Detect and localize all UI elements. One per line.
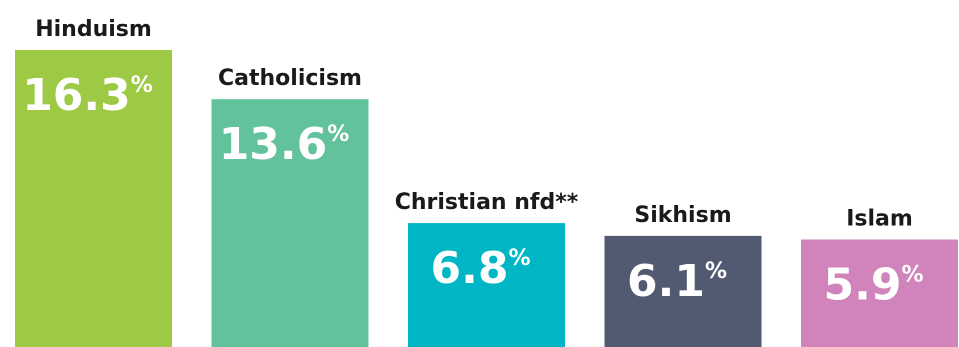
value-label-5: 5.9%: [824, 259, 924, 310]
category-label-3: Christian nfd**: [395, 190, 579, 215]
value-label-4: 6.1%: [627, 256, 727, 307]
bar-4: [604, 235, 762, 347]
category-label-1: Hinduism: [35, 17, 152, 42]
bar-3: [408, 223, 565, 347]
value-label-2: 13.6%: [219, 119, 350, 170]
bar-5: [801, 239, 958, 347]
category-label-2: Catholicism: [218, 66, 362, 91]
value-label-3: 6.8%: [431, 243, 531, 294]
bar-1: [15, 50, 172, 347]
value-label-1: 16.3%: [22, 70, 153, 121]
category-label-5: Islam: [846, 206, 913, 231]
category-label-4: Sikhism: [634, 203, 731, 228]
bar-2: [211, 99, 369, 347]
